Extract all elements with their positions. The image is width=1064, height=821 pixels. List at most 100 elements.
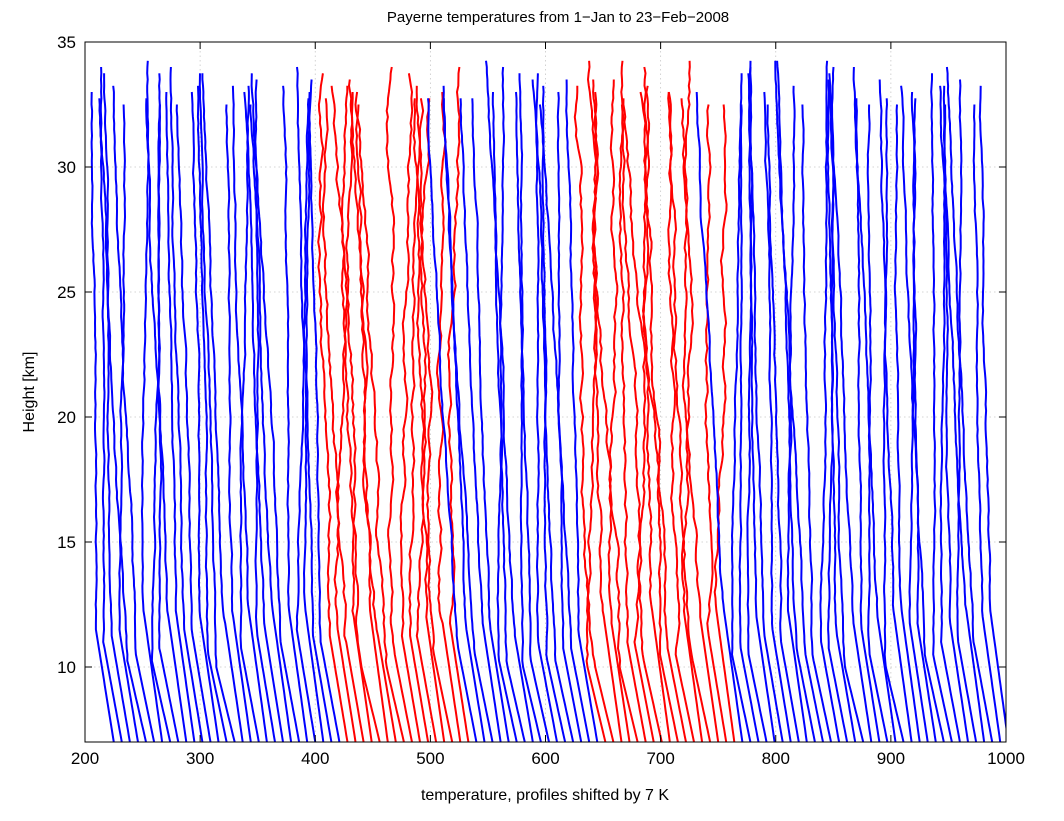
- profile-line: [196, 85, 228, 742]
- highlighted-profile-line: [447, 66, 470, 742]
- profile-line: [118, 104, 139, 742]
- highlighted-profile-line: [354, 91, 405, 742]
- highlighted-profile-line: [704, 104, 728, 742]
- highlighted-profile-line: [330, 85, 381, 742]
- profile-line: [103, 73, 131, 742]
- highlighted-profile-line: [573, 85, 615, 742]
- profile-line: [295, 98, 317, 742]
- profile-line: [531, 79, 575, 742]
- profile-line: [747, 73, 784, 742]
- profile-line: [882, 98, 905, 742]
- x-tick-label: 1000: [987, 749, 1025, 768]
- highlighted-profile-line: [680, 98, 720, 742]
- x-tick-label: 400: [301, 749, 329, 768]
- profile-line: [98, 98, 147, 742]
- profile-line: [766, 104, 800, 742]
- profile-line: [945, 66, 994, 742]
- highlighted-profile-line: [348, 79, 389, 742]
- x-tick-label: 200: [71, 749, 99, 768]
- profile-line: [695, 91, 744, 742]
- profile-line: [900, 85, 945, 742]
- profile-line: [852, 66, 897, 742]
- profile-line: [308, 91, 341, 742]
- profile-line: [855, 98, 881, 742]
- x-tick-label: 700: [646, 749, 674, 768]
- highlighted-profile-line: [607, 79, 631, 742]
- profile-line: [826, 79, 857, 742]
- y-tick-label: 10: [57, 658, 76, 677]
- profile-lines: [90, 60, 1006, 742]
- highlighted-profile-line: [681, 60, 704, 742]
- highlighted-profile-line: [713, 104, 736, 742]
- highlighted-profile-line: [592, 79, 623, 742]
- highlighted-profile-line: [415, 98, 438, 742]
- profile-line: [485, 60, 534, 742]
- profile-line: [535, 73, 558, 742]
- profile-line: [201, 73, 244, 742]
- profile-line: [972, 104, 1002, 742]
- x-axis-label: temperature, profiles shifted by 7 K: [421, 787, 669, 804]
- y-tick-label: 25: [57, 283, 76, 302]
- highlighted-profile-line: [321, 98, 365, 742]
- profile-line: [243, 91, 284, 742]
- profile-line: [518, 73, 542, 742]
- profile-line: [169, 66, 204, 742]
- profile-line: [763, 91, 792, 742]
- profile-line: [427, 98, 478, 742]
- profile-line: [303, 79, 325, 742]
- profile-line: [939, 104, 961, 742]
- profile-line: [515, 91, 550, 742]
- profile-line: [442, 98, 494, 742]
- profile-line: [175, 104, 212, 742]
- profile-line: [738, 104, 760, 742]
- highlighted-profile-line: [667, 91, 712, 742]
- profile-line: [99, 66, 123, 742]
- highlighted-profile-line: [436, 91, 462, 742]
- profile-line: [819, 60, 841, 742]
- highlighted-profile-line: [412, 98, 446, 742]
- x-tick-label: 500: [416, 749, 444, 768]
- profile-line: [930, 73, 953, 742]
- highlighted-profile-line: [618, 98, 647, 742]
- profile-line: [282, 85, 309, 742]
- profile-line: [231, 85, 268, 742]
- profile-line: [198, 73, 236, 742]
- highlighted-profile-line: [317, 73, 349, 742]
- chart-title: Payerne temperatures from 1−Jan to 23−Fe…: [387, 9, 729, 26]
- profile-line: [786, 85, 808, 742]
- profile-line: [90, 91, 115, 742]
- y-tick-label: 35: [57, 33, 76, 52]
- profile-line: [145, 98, 188, 742]
- highlighted-profile-line: [399, 73, 421, 742]
- profile-line: [748, 60, 776, 742]
- highlighted-profile-line: [420, 98, 454, 742]
- y-axis-label: Height [km]: [21, 352, 38, 433]
- profile-line: [731, 73, 752, 742]
- profile-line: [801, 104, 832, 742]
- x-tick-label: 900: [877, 749, 905, 768]
- highlighted-profile-line: [385, 66, 413, 742]
- profile-line: [878, 79, 913, 742]
- profile-line: [165, 91, 196, 742]
- highlighted-profile-line: [620, 104, 687, 742]
- profile-line: [250, 73, 301, 742]
- highlighted-profile-line: [639, 91, 679, 742]
- profile-line: [471, 98, 510, 742]
- axis-ticks: 200 300 400 500 600 700 800 900 1000 10 15 20 25 30 35: [57, 33, 1025, 768]
- highlighted-profile-line: [340, 85, 373, 742]
- x-tick-label: 800: [762, 749, 790, 768]
- highlighted-profile-line: [333, 91, 357, 742]
- profile-line: [225, 104, 252, 742]
- highlighted-profile-line: [642, 66, 671, 742]
- profile-line: [978, 85, 1006, 733]
- profile-line: [538, 104, 591, 742]
- highlighted-profile-line: [408, 85, 430, 742]
- profile-line: [249, 104, 293, 742]
- profile-line: [491, 91, 526, 742]
- highlighted-profile-line: [587, 60, 639, 742]
- profile-line: [459, 98, 502, 742]
- profile-line: [140, 60, 164, 742]
- profile-line: [565, 79, 599, 742]
- profile-line: [496, 66, 518, 742]
